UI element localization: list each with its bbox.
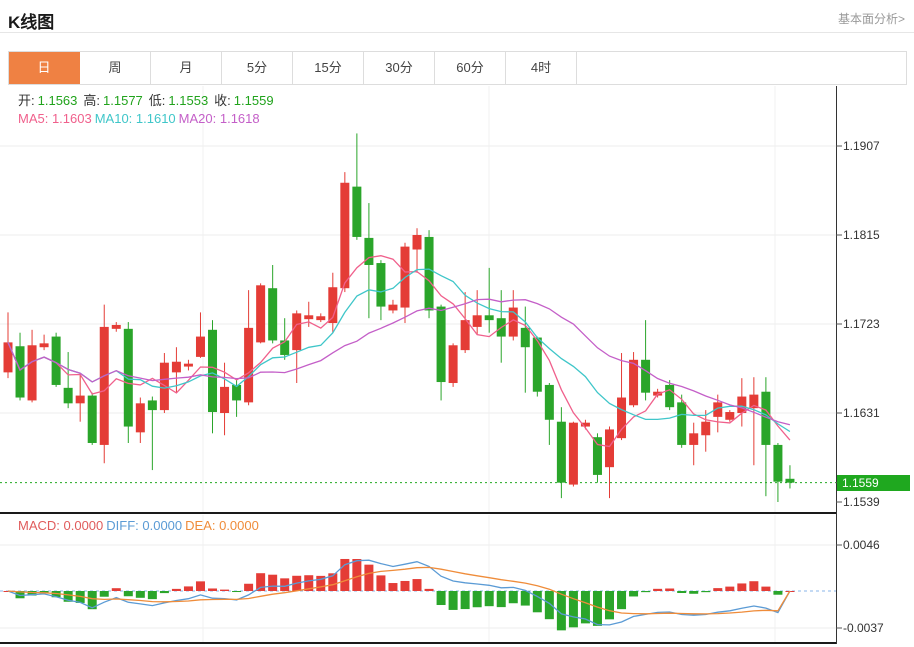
ohlc-item-0: 开: 1.1563 [18,93,78,108]
tab-period-6[interactable]: 60分 [435,52,506,84]
price-tick-2: 1.1723 [843,317,880,331]
macd-legend-item-2: DEA: 0.0000 [185,518,259,533]
price-tick-min: 1.1539 [843,494,880,509]
ma-legend-item-1: MA10: 1.1610 [94,111,176,126]
candles-layer [3,133,795,502]
dea-line [7,566,791,615]
diff-line [7,559,791,626]
period-tabbar: 日周月 5分 15分 30分 60分 4时 [8,51,907,85]
ma-legend-item-2: MA20: 1.1618 [178,111,260,126]
tab-period-0[interactable]: 日 [9,52,80,84]
current-price-badge: 1.1559 [837,474,910,491]
price-tick-3: 1.1631 [843,406,880,420]
page-title: K线图 [8,13,55,32]
ma-legend: MA5: 1.1603 MA10: 1.1610 MA20: 1.1618 [18,111,263,126]
macd-histogram [3,558,795,631]
tab-period-4[interactable]: 15分 [293,52,364,84]
macd-tick-1: -0.0037 [843,621,884,635]
fundamental-analysis-link[interactable]: 基本面分析> [837,12,905,26]
ma-legend-item-0: MA5: 1.1603 [18,111,92,126]
price-tick-1: 1.1815 [843,228,880,242]
header-divider [0,32,914,33]
macd-legend-item-1: DIFF: 0.0000 [106,518,183,533]
ma10-line [7,268,791,433]
ohlc-item-3: 收: 1.1559 [214,93,274,108]
tab-period-2[interactable]: 月 [151,52,222,84]
macd-tick-0: 0.0046 [843,538,880,552]
macd-legend: MACD: 0.0000 DIFF: 0.0000 DEA: 0.0000 [18,518,262,533]
tab-period-3[interactable]: 5分 [222,52,293,84]
tab-period-1[interactable]: 周 [80,52,151,84]
macd-legend-item-0: MACD: 0.0000 [18,518,104,533]
price-tick-0: 1.1907 [843,139,880,153]
ma5-line [7,255,791,448]
ohlc-legend: 开: 1.1563 高: 1.1577 低: 1.1553 收: 1.1559 [18,90,280,109]
ma20-line [7,298,791,426]
tab-period-7[interactable]: 4时 [506,52,577,84]
ohlc-item-1: 高: 1.1577 [83,93,143,108]
tab-period-5[interactable]: 30分 [364,52,435,84]
ohlc-item-2: 低: 1.1553 [148,93,209,108]
